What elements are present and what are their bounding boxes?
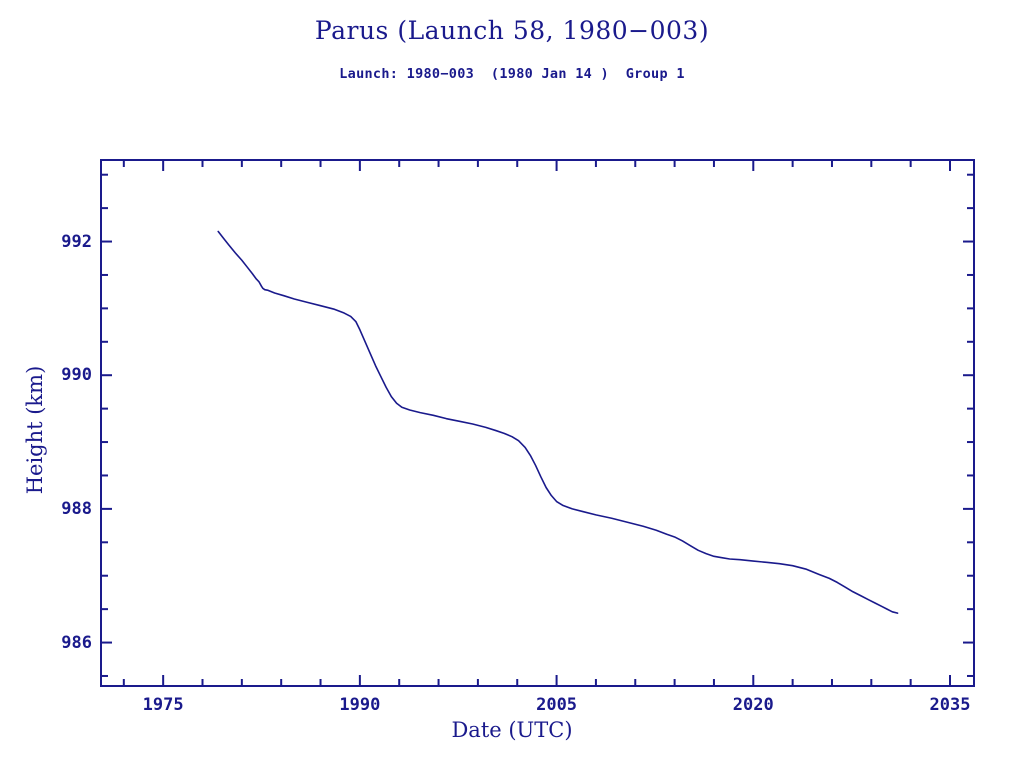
x-axis-title: Date (UTC)	[451, 718, 573, 742]
chart-subtitle: Launch: 1980−003 (1980 Jan 14 ) Group 1	[339, 66, 685, 82]
x-tick-label: 1975	[142, 695, 184, 715]
y-tick-label: 990	[61, 365, 92, 386]
data-series-line	[217, 230, 899, 614]
y-tick-label: 992	[61, 231, 92, 252]
chart-title: Parus (Launch 58, 1980−003)	[314, 16, 710, 45]
x-tick-label: 2005	[536, 695, 578, 715]
x-tick-label: 2020	[732, 695, 774, 715]
x-tick-label: 2035	[929, 695, 971, 715]
y-tick-label: 986	[61, 632, 92, 653]
y-tick-label: 988	[61, 498, 92, 519]
tick-marks	[101, 160, 974, 686]
axis-frame	[100, 159, 975, 687]
x-tick-label: 1990	[339, 695, 381, 715]
